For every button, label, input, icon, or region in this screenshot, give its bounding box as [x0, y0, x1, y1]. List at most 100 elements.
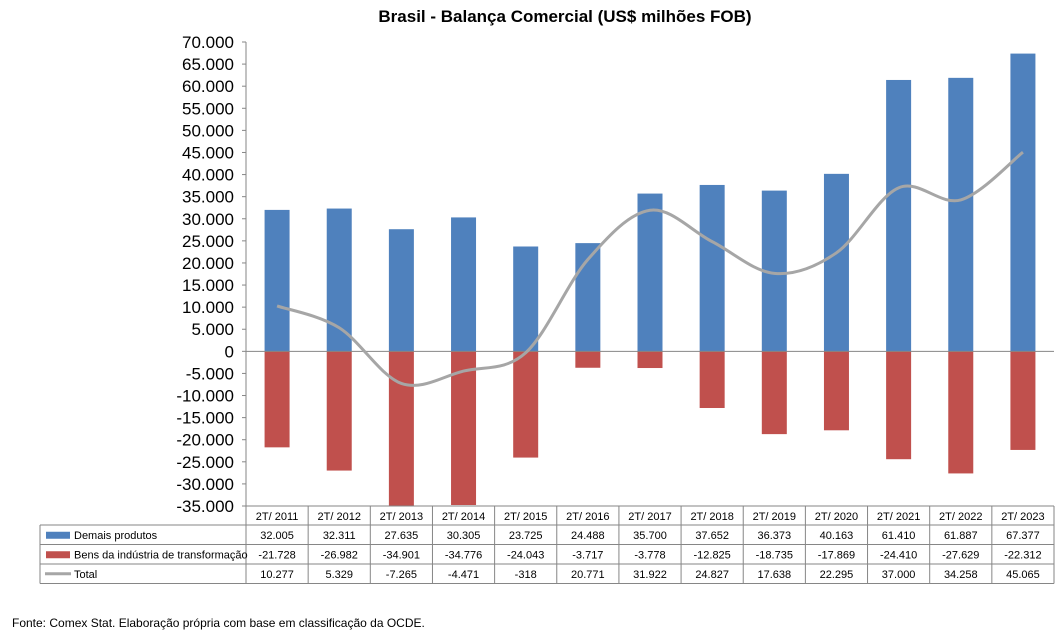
bar-bens-industria — [886, 351, 912, 460]
x-category-label: 2T/ 2019 — [753, 511, 796, 523]
data-label: 10.277 — [260, 569, 294, 581]
data-label: 36.373 — [757, 530, 791, 542]
x-category-label: 2T/ 2013 — [380, 511, 423, 523]
y-tick-label: 25.000 — [182, 232, 234, 251]
data-label: 22.295 — [820, 569, 854, 581]
bar-demais-produtos — [326, 208, 352, 352]
data-label: -3.717 — [572, 549, 603, 561]
y-tick-label: -25.000 — [176, 453, 234, 472]
data-label: -26.982 — [321, 549, 358, 561]
data-label: -17.869 — [818, 549, 855, 561]
bar-bens-industria — [326, 351, 352, 471]
data-label: -21.728 — [258, 549, 295, 561]
data-label: 30.305 — [447, 530, 481, 542]
y-tick-label: 70.000 — [182, 33, 234, 52]
x-category-label: 2T/ 2022 — [939, 511, 982, 523]
bar-demais-produtos — [699, 184, 725, 352]
x-category-label: 2T/ 2011 — [256, 511, 299, 523]
y-tick-label: -35.000 — [176, 497, 234, 516]
data-label: -18.735 — [756, 549, 793, 561]
y-tick-label: 65.000 — [182, 55, 234, 74]
data-label: -34.776 — [445, 549, 482, 561]
data-label: 61.410 — [882, 530, 916, 542]
y-tick-label: 10.000 — [182, 298, 234, 317]
data-label: -27.629 — [942, 549, 979, 561]
data-label: -24.410 — [880, 549, 917, 561]
x-category-label: 2T/ 2023 — [1001, 511, 1044, 523]
bar-bens-industria — [513, 351, 539, 458]
data-label: 5.329 — [325, 569, 353, 581]
y-tick-label: -30.000 — [176, 475, 234, 494]
data-label: -34.901 — [383, 549, 420, 561]
bar-bens-industria — [761, 351, 787, 435]
x-category-label: 2T/ 2016 — [566, 511, 609, 523]
bar-bens-industria — [1010, 351, 1036, 450]
bar-bens-industria — [264, 351, 290, 448]
y-tick-label: 45.000 — [182, 143, 234, 162]
data-label: -12.825 — [693, 549, 730, 561]
y-tick-label: 35.000 — [182, 188, 234, 207]
y-tick-label: 55.000 — [182, 99, 234, 118]
data-label: 34.258 — [944, 569, 978, 581]
bar-demais-produtos — [1010, 53, 1036, 352]
y-tick-label: 60.000 — [182, 77, 234, 96]
bar-bens-industria — [823, 351, 849, 431]
data-label: -318 — [515, 569, 537, 581]
x-category-label: 2T/ 2012 — [318, 511, 361, 523]
data-label: -7.265 — [386, 569, 417, 581]
data-label: 20.771 — [571, 569, 605, 581]
legend-label: Total — [74, 569, 97, 581]
data-label: 61.887 — [944, 530, 978, 542]
bar-demais-produtos — [388, 229, 414, 352]
y-tick-label: 0 — [225, 342, 234, 361]
data-label: 35.700 — [633, 530, 667, 542]
bar-demais-produtos — [637, 193, 663, 352]
x-category-label: 2T/ 2017 — [628, 511, 671, 523]
data-label: -4.471 — [448, 569, 479, 581]
legend-swatch — [46, 531, 70, 539]
y-tick-label: 50.000 — [182, 121, 234, 140]
bar-demais-produtos — [264, 209, 290, 352]
data-label: 17.638 — [757, 569, 791, 581]
bar-demais-produtos — [823, 173, 849, 352]
total-line — [276, 151, 1024, 387]
x-category-label: 2T/ 2014 — [442, 511, 485, 523]
y-tick-label: 5.000 — [191, 320, 234, 339]
data-label: 31.922 — [633, 569, 667, 581]
y-tick-label: -20.000 — [176, 431, 234, 450]
bar-demais-produtos — [886, 79, 912, 352]
bar-bens-industria — [637, 351, 663, 369]
x-category-label: 2T/ 2020 — [815, 511, 858, 523]
bar-bens-industria — [451, 351, 477, 506]
bar-bens-industria — [575, 351, 601, 368]
data-label: 40.163 — [820, 530, 854, 542]
data-label: 32.005 — [260, 530, 294, 542]
y-tick-label: -10.000 — [176, 387, 234, 406]
data-label: -22.312 — [1004, 549, 1041, 561]
bar-demais-produtos — [948, 77, 974, 352]
data-label: 24.488 — [571, 530, 605, 542]
x-category-label: 2T/ 2018 — [690, 511, 733, 523]
y-tick-label: 20.000 — [182, 254, 234, 273]
data-label: -24.043 — [507, 549, 544, 561]
bar-bens-industria — [948, 351, 974, 474]
legend-label: Bens da indústria de transformação — [74, 549, 248, 561]
data-label: -3.778 — [634, 549, 665, 561]
data-label: 37.000 — [882, 569, 916, 581]
bar-bens-industria — [388, 351, 414, 506]
legend-swatch — [46, 551, 70, 559]
data-label: 23.725 — [509, 530, 543, 542]
source-note: Fonte: Comex Stat. Elaboração própria co… — [12, 616, 425, 630]
y-tick-label: -5.000 — [186, 364, 234, 383]
data-label: 27.635 — [385, 530, 419, 542]
y-tick-label: 40.000 — [182, 166, 234, 185]
y-tick-label: -15.000 — [176, 409, 234, 428]
y-tick-label: 15.000 — [182, 276, 234, 295]
chart-title: Brasil - Balança Comercial (US$ milhões … — [378, 7, 751, 26]
y-tick-label: 30.000 — [182, 210, 234, 229]
data-label: 37.652 — [695, 530, 729, 542]
bar-bens-industria — [699, 351, 725, 409]
x-category-label: 2T/ 2015 — [504, 511, 547, 523]
data-label: 32.311 — [323, 530, 356, 542]
